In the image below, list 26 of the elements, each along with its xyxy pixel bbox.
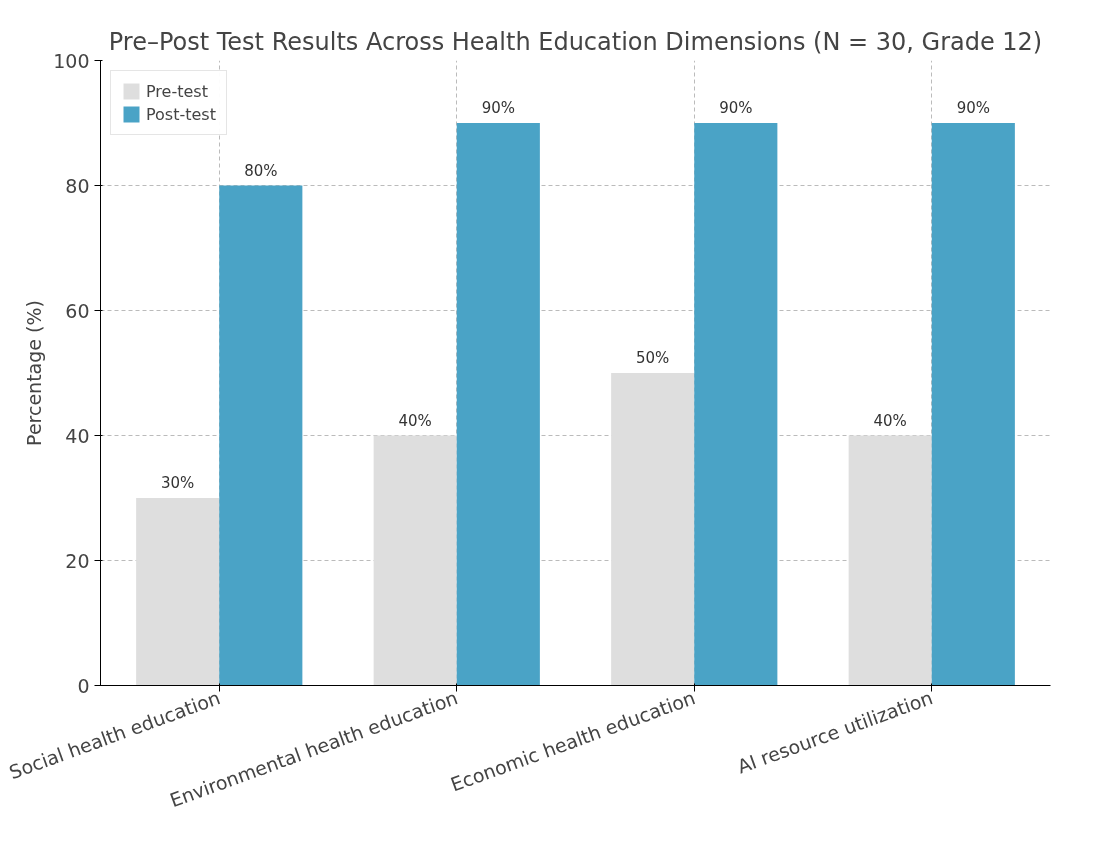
data-label: 40% [873,411,907,430]
data-label: 40% [398,411,432,430]
y-tick-label: 20 [65,549,90,572]
bar [219,185,303,686]
data-label: 30% [161,474,195,492]
bar [694,123,778,686]
bar [136,498,220,686]
data-label: 90% [719,99,753,117]
y-tick-label: 40 [65,424,90,447]
bar [373,435,457,686]
bar [456,123,540,686]
bar [931,123,1015,686]
y-tick-label: 100 [53,49,90,72]
y-axis-title: Percentage (%) [23,300,46,446]
bar [848,435,932,686]
data-label: 80% [244,161,278,180]
bar [611,373,695,686]
y-tick-label: 80 [65,174,90,197]
legend-label: Pre-test [146,81,208,101]
data-label: 50% [636,349,670,367]
chart-title: Pre–Post Test Results Across Health Education Dimensions (N = 30, Grade 12) [108,27,1043,56]
legend-label: Post-test [146,104,216,124]
data-label: 90% [956,99,990,117]
y-tick-label: 60 [65,299,90,322]
data-label: 90% [481,99,515,117]
y-tick-label: 0 [77,674,90,697]
